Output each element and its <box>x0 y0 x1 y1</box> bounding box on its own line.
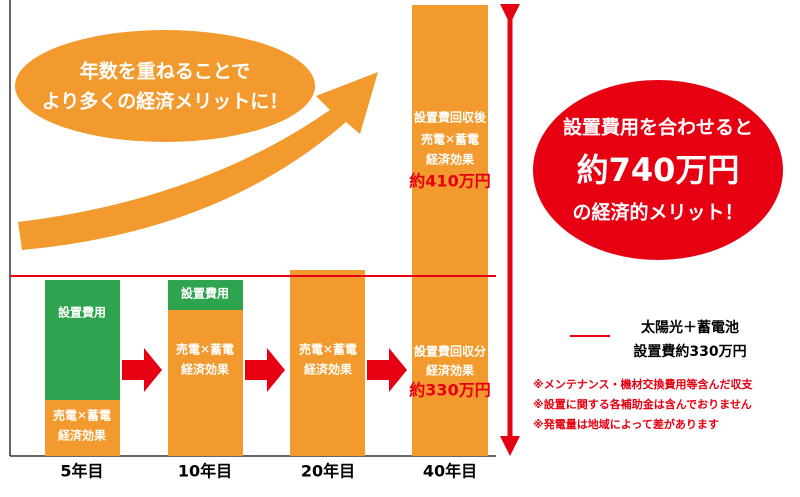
bar-segment <box>412 5 488 456</box>
bubble <box>15 30 315 142</box>
bar-label: 20年目 <box>301 462 355 481</box>
bar-text: 売電✕蓄電 <box>421 132 479 147</box>
growth-arrow <box>18 72 378 250</box>
bar-text: 売電✕蓄電 <box>176 342 234 357</box>
bar-segment <box>45 280 120 400</box>
note: ※メンテナンス・機材交換費用等含んだ収支 <box>533 377 753 391</box>
bar-text: 設置費回収後 <box>414 110 487 125</box>
legend-text: 太陽光＋蓄電池 <box>641 319 739 336</box>
bar-label: 40年目 <box>423 462 477 481</box>
bar-text: 設置費用 <box>58 305 106 320</box>
bar-amount: 約410万円 <box>409 172 490 191</box>
arrows <box>122 348 407 392</box>
bar-segment <box>168 310 243 456</box>
bar-label: 10年目 <box>178 462 232 481</box>
bubble-text: より多くの経済メリットに！ <box>42 90 289 113</box>
note: ※設置に関する各補助金は含んでおりません <box>533 397 752 411</box>
bar-segment <box>45 400 120 456</box>
bar-segment <box>290 270 365 456</box>
bar-segment <box>168 280 243 310</box>
total-bubble <box>533 80 783 260</box>
bar-text: 経済効果 <box>304 362 352 377</box>
bar-text: 経済効果 <box>426 363 474 378</box>
bubble-text: 年数を重ねることで <box>80 60 250 83</box>
bar-text: 経済効果 <box>426 152 474 167</box>
total-text: 設置費用を合わせると <box>563 116 753 139</box>
bar-text: 設置費回収分 <box>414 344 486 359</box>
bar-amount: 約330万円 <box>409 381 490 400</box>
bar-text: 設置費用 <box>181 286 229 301</box>
total-text: の経済的メリット！ <box>572 201 743 224</box>
note: ※発電量は地域によって差があります <box>533 417 719 431</box>
bar-text: 経済効果 <box>58 428 106 443</box>
bar-text: 売電✕蓄電 <box>53 408 111 423</box>
bar-text: 売電✕蓄電 <box>299 342 357 357</box>
bar-text: 経済効果 <box>181 362 229 377</box>
bar-label: 5年目 <box>60 462 103 481</box>
legend-text: 設置費約330万円 <box>633 343 746 360</box>
total-amount: 約740万円 <box>577 151 740 189</box>
